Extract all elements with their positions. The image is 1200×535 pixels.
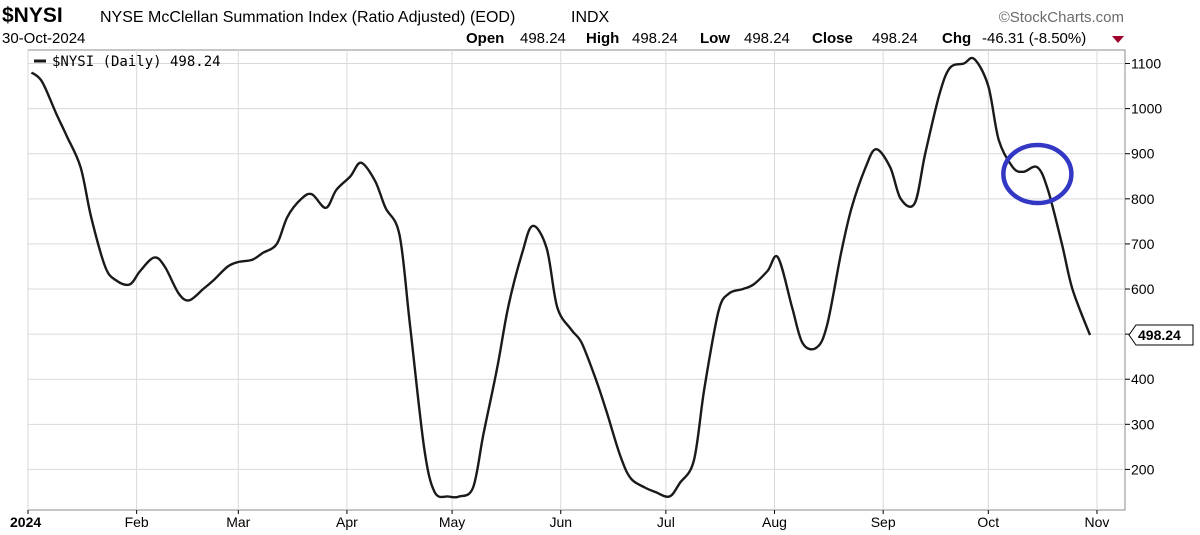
y-axis: 20030040050060070080090010001100 (1125, 56, 1162, 477)
y-tick-label: 700 (1131, 236, 1155, 252)
x-tick-label: Mar (226, 514, 250, 530)
x-tick-label: 2024 (10, 514, 41, 530)
chg-value: -46.31 (-8.50%) (982, 30, 1086, 47)
low-value: 498.24 (744, 30, 790, 47)
exchange-label: INDX (571, 9, 610, 26)
y-tick-label: 300 (1131, 416, 1155, 432)
high-value: 498.24 (632, 30, 678, 47)
y-tick-label: 600 (1131, 281, 1155, 297)
plot-frame (27, 49, 1126, 511)
watermark: ©StockCharts.com (999, 9, 1124, 26)
open-value: 498.24 (520, 30, 566, 47)
symbol-title: $NYSI (2, 4, 63, 27)
index-title: NYSE McClellan Summation Index (Ratio Ad… (100, 9, 515, 26)
last-value-tag: 498.24 (1128, 324, 1194, 346)
y-tick-label: 800 (1131, 191, 1155, 207)
y-tick-label: 1100 (1131, 56, 1161, 72)
down-triangle-icon (1112, 36, 1124, 43)
high-label: High (586, 30, 619, 47)
x-tick-label: Feb (125, 514, 149, 530)
series (30, 56, 1092, 499)
legend-label: $NYSI (Daily) 498.24 (52, 54, 221, 70)
y-tick-label: 900 (1131, 146, 1155, 162)
open-label: Open (466, 30, 504, 47)
x-tick-label: Aug (762, 514, 787, 530)
x-tick-label: Jul (657, 514, 675, 530)
date-label: 30-Oct-2024 (2, 30, 85, 47)
close-label: Close (812, 30, 853, 47)
x-tick-label: Sep (871, 514, 896, 530)
annotations (1001, 142, 1074, 206)
y-tick-label: 200 (1131, 461, 1155, 477)
last-value-tag-box (1128, 324, 1194, 346)
y-tick-label: 400 (1131, 371, 1155, 387)
close-value: 498.24 (872, 30, 918, 47)
low-label: Low (700, 30, 730, 47)
highlight-circle (1001, 142, 1074, 206)
grid (27, 50, 1125, 510)
x-tick-label: Oct (977, 514, 999, 530)
chg-label: Chg (942, 30, 971, 47)
x-tick-label: Nov (1085, 514, 1110, 530)
series-line (30, 56, 1092, 499)
x-tick-label: Jun (549, 514, 572, 530)
x-tick-label: Apr (336, 514, 358, 530)
y-tick-label: 1000 (1131, 101, 1162, 117)
x-axis: 2024 Feb Mar Apr May Jun Jul Aug Sep Oct Nov (10, 510, 1109, 530)
last-value-text: 498.24 (1138, 327, 1181, 343)
x-tick-label: May (439, 514, 465, 530)
